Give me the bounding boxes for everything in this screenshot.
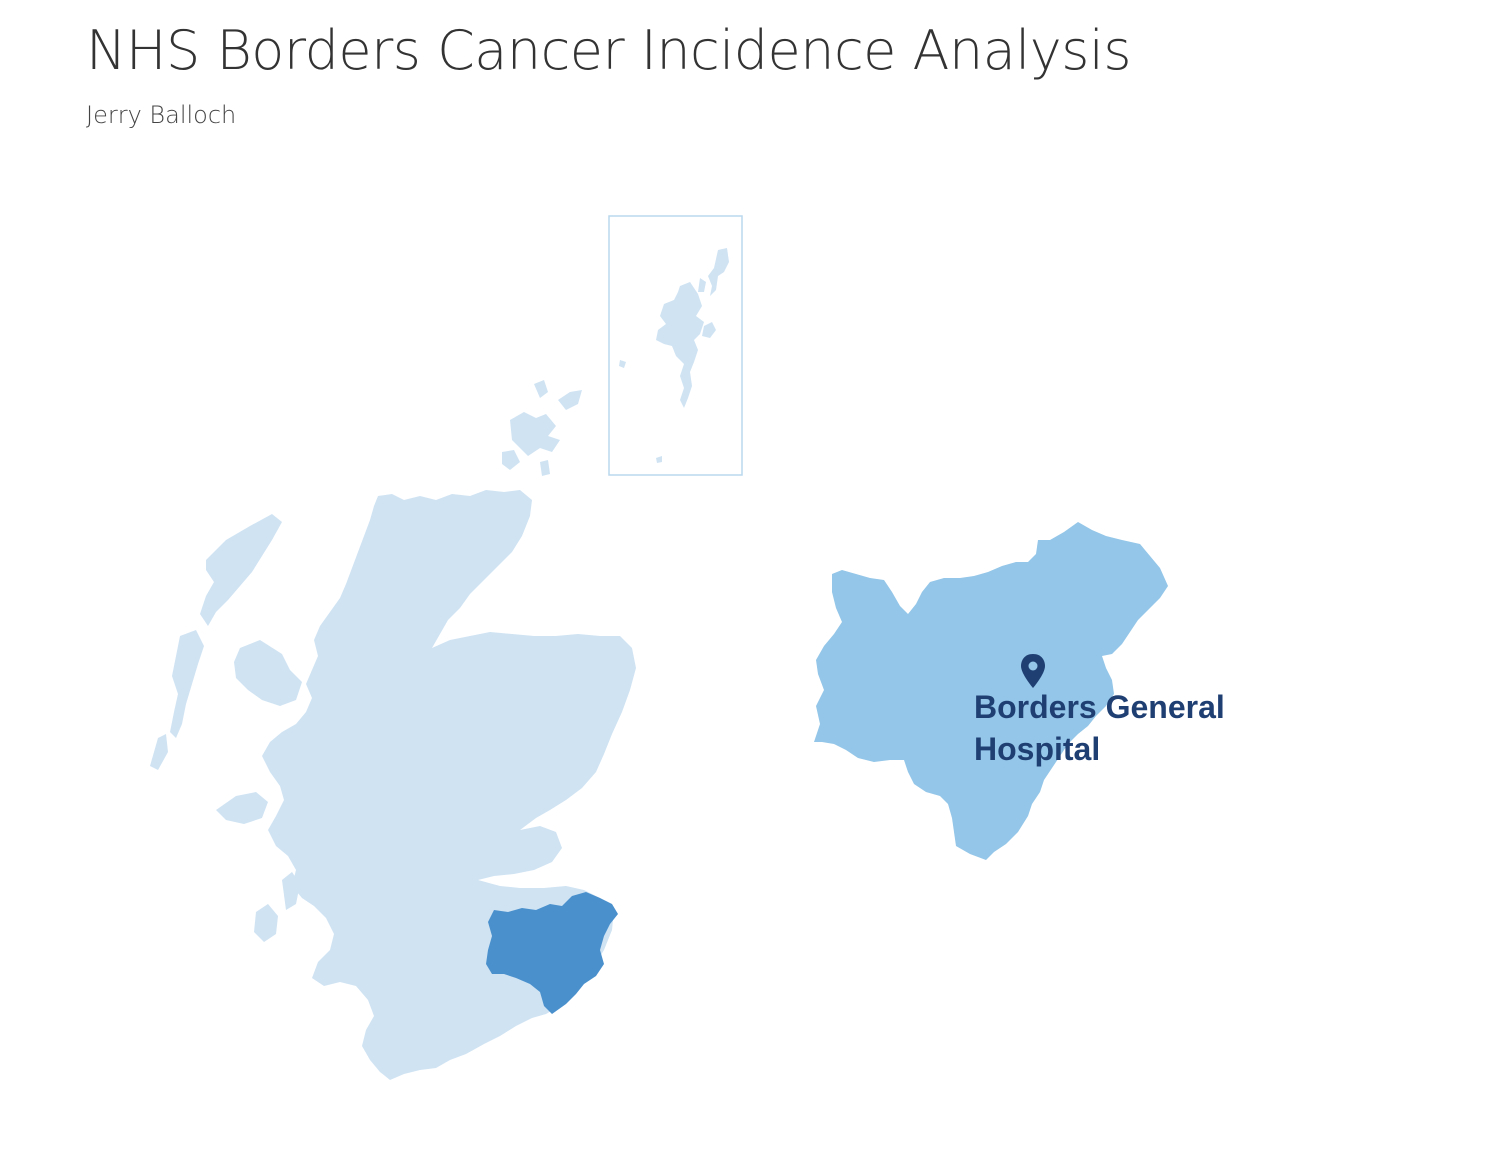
scotland-map-icon	[150, 380, 636, 1080]
hospital-label-line2: Hospital	[974, 731, 1101, 767]
map-pin-icon	[1021, 654, 1045, 688]
shetland-inset-icon	[608, 215, 743, 476]
borders-region-highlight-icon	[486, 892, 618, 1014]
page-title: NHS Borders Cancer Incidence Analysis	[86, 19, 1132, 82]
hospital-label-line1: Borders General	[974, 689, 1225, 725]
hospital-label: Borders General Hospital	[974, 686, 1225, 770]
author-name: Jerry Balloch	[86, 101, 237, 129]
